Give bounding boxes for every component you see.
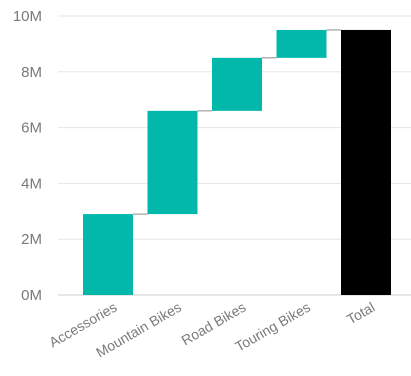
y-axis: 0M 2M 4M 6M 8M 10M: [13, 8, 42, 304]
bars: [83, 29, 391, 295]
y-tick-label: 10M: [13, 8, 42, 25]
bar: [276, 29, 327, 58]
bar: [83, 214, 133, 295]
y-tick-label: 6M: [21, 120, 42, 137]
y-tick-label: 8M: [21, 64, 42, 81]
bar: [212, 57, 262, 111]
connector-lines: [133, 29, 341, 215]
bar: [147, 110, 198, 215]
x-tick-label: Total: [344, 299, 378, 328]
bar-total: [341, 29, 391, 295]
y-tick-label: 4M: [21, 175, 42, 192]
y-tick-label: 0M: [21, 287, 42, 304]
y-tick-label: 2M: [21, 231, 42, 248]
